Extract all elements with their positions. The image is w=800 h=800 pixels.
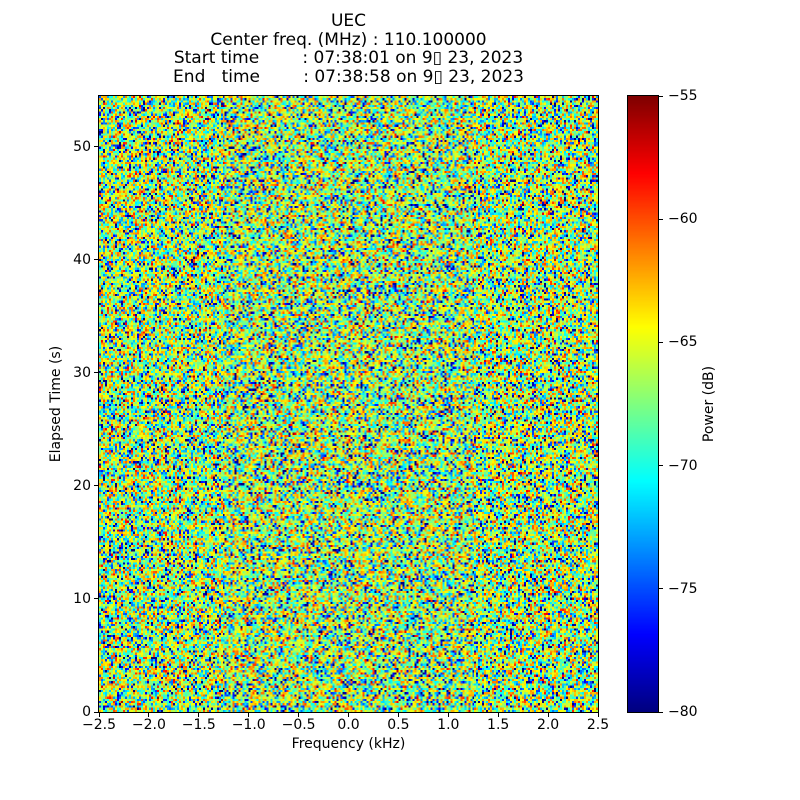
- x-tick-label: 2.5: [586, 717, 610, 733]
- y-tick-label: 50: [73, 138, 91, 155]
- end-time-line: End time : 07:38:58 on 9▯ 23, 2023: [173, 66, 524, 87]
- colorbar-tick-mark: [659, 341, 663, 343]
- y-tick-mark: [94, 146, 98, 148]
- y-tick-label: 0: [82, 704, 91, 720]
- colorbar-tick-label: −65: [668, 334, 698, 351]
- colorbar-tick-mark: [659, 95, 663, 97]
- x-tick-mark: [397, 713, 399, 717]
- x-tick-mark: [547, 713, 549, 717]
- colorbar-tick-label: −80: [668, 704, 698, 720]
- colorbar-tick-label: −75: [668, 580, 698, 597]
- y-tick-mark: [94, 598, 98, 600]
- colorbar-tick-mark: [659, 588, 663, 590]
- x-tick-mark: [597, 713, 599, 717]
- colorbar-tick-label: −55: [668, 88, 698, 104]
- x-tick-mark: [198, 713, 200, 717]
- colorbar-tick-mark: [659, 218, 663, 220]
- y-axis-label: Elapsed Time (s): [48, 345, 64, 463]
- x-tick-label: 0.0: [337, 717, 360, 733]
- colorbar-tick-label: −60: [668, 211, 698, 228]
- x-tick-label: −0.5: [281, 717, 316, 733]
- y-tick-mark: [94, 485, 98, 487]
- x-tick-label: −2.0: [131, 717, 166, 733]
- start-time-line: Start time : 07:38:01 on 9▯ 23, 2023: [173, 48, 524, 68]
- y-tick-mark: [94, 711, 98, 713]
- colorbar-label: Power (dB): [701, 365, 717, 443]
- x-tick-mark: [497, 713, 499, 717]
- colorbar-gradient: [628, 96, 658, 712]
- x-tick-mark: [298, 713, 300, 717]
- x-tick-mark: [348, 713, 349, 717]
- y-tick-mark: [94, 259, 98, 261]
- x-tick-label: −1.0: [231, 717, 266, 733]
- x-tick-mark: [248, 713, 250, 717]
- colorbar-tick-mark: [659, 711, 663, 713]
- title-block: UEC Center freq. (MHz) : 110.100000 Star…: [99, 12, 598, 86]
- spectrogram-heatmap: [99, 96, 598, 712]
- x-tick-label: 1.0: [437, 717, 460, 733]
- colorbar-tick-mark: [659, 465, 663, 467]
- y-tick-label: 20: [73, 477, 91, 494]
- x-tick-label: −1.5: [181, 717, 216, 733]
- x-tick-label: 2.0: [536, 717, 560, 733]
- x-tick-label: −2.5: [82, 717, 116, 733]
- colorbar-tick-label: −70: [668, 457, 698, 474]
- x-tick-label: 0.5: [387, 717, 410, 733]
- x-tick-mark: [98, 713, 100, 717]
- x-tick-label: 1.5: [487, 717, 510, 733]
- plot-title: UEC: [330, 11, 367, 31]
- y-tick-mark: [94, 372, 98, 374]
- x-axis-label: Frequency (kHz): [291, 736, 406, 752]
- x-tick-mark: [148, 713, 150, 717]
- center-freq-line: Center freq. (MHz) : 110.100000: [210, 29, 487, 50]
- y-tick-label: 10: [73, 590, 91, 607]
- y-tick-label: 40: [73, 251, 91, 268]
- x-tick-mark: [447, 713, 449, 717]
